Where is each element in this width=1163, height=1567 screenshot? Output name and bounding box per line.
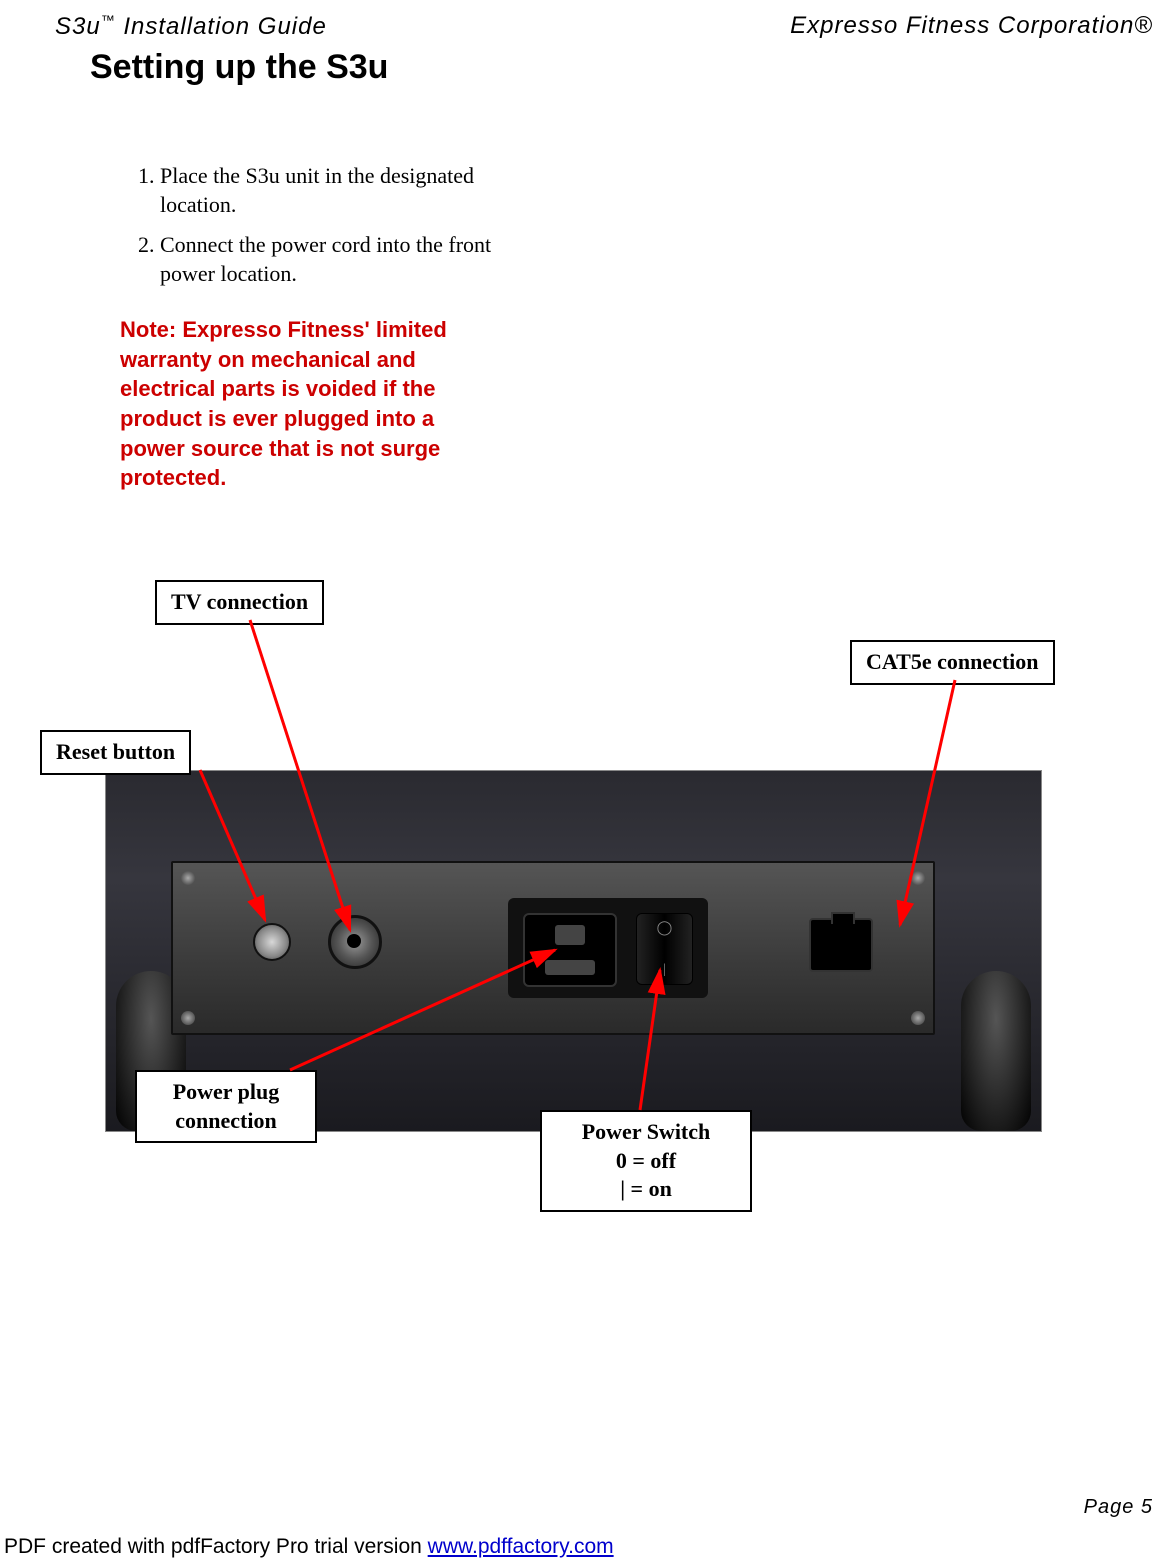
page-number: Page 5	[1084, 1496, 1153, 1519]
diagram-area: TV connection CAT5e connection Reset but…	[0, 570, 1163, 1320]
footer: PDF created with pdfFactory Pro trial ve…	[4, 1535, 614, 1559]
header-left: S3u™ Installation Guide	[55, 12, 327, 41]
warranty-note: Note: Expresso Fitness' limited warranty…	[120, 315, 490, 493]
tv-callout: TV connection	[155, 580, 324, 625]
steps-list: Place the S3u unit in the designated loc…	[120, 162, 520, 300]
cat5e-port-photo	[809, 918, 873, 972]
section-title: Setting up the S3u	[90, 48, 388, 87]
step-1: Place the S3u unit in the designated loc…	[160, 162, 520, 219]
footer-link[interactable]: www.pdffactory.com	[428, 1535, 614, 1558]
right-handle	[961, 971, 1031, 1131]
cat5e-callout: CAT5e connection	[850, 640, 1055, 685]
header-left-prefix: S3u	[55, 13, 101, 40]
footer-prefix: PDF created with pdfFactory Pro trial ve…	[4, 1535, 428, 1558]
reset-button-photo	[253, 923, 291, 961]
powerplug-l1: Power plug	[173, 1079, 280, 1104]
switch-l3: | = on	[620, 1176, 672, 1201]
powerplug-callout: Power plug connection	[135, 1070, 317, 1143]
header-right: Expresso Fitness Corporation®	[790, 12, 1153, 40]
powerplug-l2: connection	[175, 1108, 276, 1133]
switch-l1: Power Switch	[582, 1119, 711, 1144]
switch-callout: Power Switch 0 = off | = on	[540, 1110, 752, 1212]
io-panel	[171, 861, 935, 1035]
tv-connection-photo	[328, 915, 382, 969]
power-block-photo	[508, 898, 708, 998]
reset-callout: Reset button	[40, 730, 191, 775]
header-left-tm: ™	[101, 12, 116, 28]
step-2: Connect the power cord into the front po…	[160, 231, 520, 288]
switch-l2: 0 = off	[616, 1148, 676, 1173]
header-left-suffix: Installation Guide	[116, 13, 327, 40]
